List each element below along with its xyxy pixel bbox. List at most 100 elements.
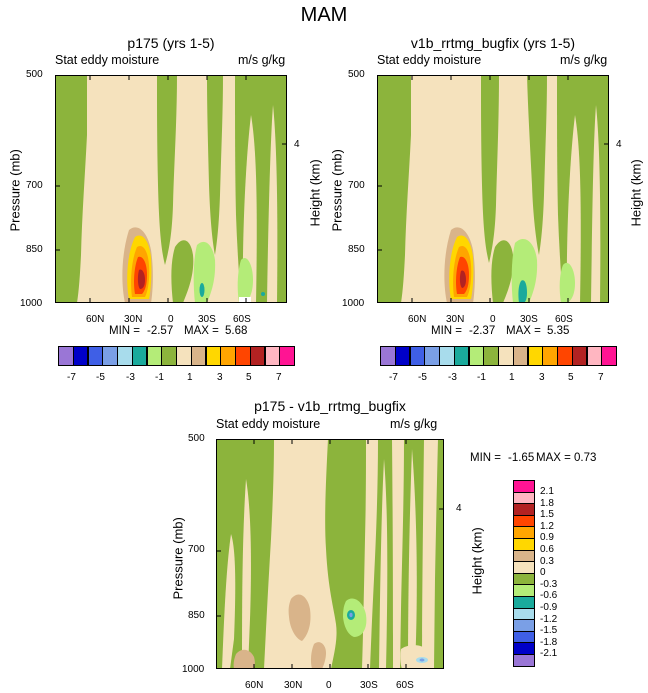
colorbar-cell — [394, 346, 411, 366]
colorbar-label: 0.3 — [540, 555, 554, 567]
panel2-units: m/s g/kg — [560, 53, 608, 67]
contour-fill — [157, 75, 177, 265]
contour-fill — [242, 479, 251, 669]
panel2-title: v1b_rrtmg_bugfix (yrs 1-5) — [410, 35, 576, 51]
contour-fill — [242, 115, 257, 303]
panel3-axes — [216, 439, 444, 669]
panel2-ytick: 500 — [348, 69, 365, 80]
colorbar-label: -7 — [67, 372, 76, 383]
panel2-xtick: 0 — [490, 314, 496, 325]
colorbar-cell — [557, 346, 573, 366]
colorbar-label: 5 — [246, 372, 252, 383]
panel1-ytick-right: 4 — [294, 139, 300, 150]
colorbar-label: -1 — [155, 372, 164, 383]
panel2-ytick: 700 — [348, 180, 365, 191]
panel2-axes — [377, 75, 609, 303]
colorbar-label: -3 — [448, 372, 457, 383]
colorbar-cell — [146, 346, 162, 366]
panel3-ytick: 850 — [188, 610, 205, 621]
colorbar-cell — [58, 346, 74, 366]
colorbar-label: 1.5 — [540, 509, 554, 521]
panel1-max-label: MAX = — [184, 325, 219, 337]
panel2-xtick: 60S — [555, 314, 573, 325]
colorbar-cell — [176, 346, 192, 366]
panel1-xtick: 60N — [86, 314, 105, 325]
panel3-ylabel-right: Height (km) — [469, 527, 485, 595]
panel2-max-label: MAX = — [506, 325, 541, 337]
panel2-min-value: -2.37 — [469, 325, 496, 337]
panel2-xtick: 30S — [520, 314, 538, 325]
panel3-min-value: -1.65 — [508, 452, 535, 464]
panel1-xtick: 0 — [168, 314, 174, 325]
panel1-ytick: 1000 — [20, 298, 43, 309]
colorbar-cell — [586, 346, 602, 366]
contour-fill — [377, 75, 411, 303]
colorbar-cell — [439, 346, 455, 366]
panel1-ytick: 500 — [26, 69, 43, 80]
colorbar-label: -5 — [96, 372, 105, 383]
contour-fill — [422, 439, 438, 669]
colorbar-label: 1 — [187, 372, 193, 383]
panel3-xtick: 60N — [245, 680, 264, 691]
panel3-ylabel: Pressure (mb) — [170, 517, 186, 600]
contour-fill — [559, 262, 575, 303]
colorbar-label: 1.8 — [540, 497, 554, 509]
panel3-ytick: 1000 — [182, 664, 205, 675]
contour-fill — [349, 612, 353, 618]
colorbar-cell — [380, 346, 396, 366]
panel2-ylabel: Pressure (mb) — [329, 149, 345, 232]
colorbar-cell — [279, 346, 295, 366]
contour-fill — [199, 283, 205, 297]
contour-fill — [419, 658, 425, 662]
colorbar-cell — [424, 346, 440, 366]
colorbar-label: -0.9 — [540, 602, 558, 613]
panel2-xtick: 30N — [446, 314, 465, 325]
panel1-xtick: 30N — [124, 314, 143, 325]
colorbar-label: -1.2 — [540, 613, 558, 625]
panel3-xtick: 0 — [326, 680, 332, 691]
panel3-xtick: 30S — [360, 680, 378, 691]
colorbar-cell — [117, 346, 133, 366]
panel3-variable: Stat eddy moisture — [216, 417, 321, 431]
colorbar-cell — [87, 346, 103, 366]
contour-fill — [379, 459, 388, 669]
panel3-xtick: 30N — [284, 680, 303, 691]
panel1-contour-plot — [55, 75, 287, 303]
panel1-ytick: 850 — [26, 244, 43, 255]
colorbar-label: -3 — [126, 372, 135, 383]
colorbar-cell — [190, 346, 207, 366]
panel3-ytick: 700 — [188, 544, 205, 555]
panel3-contour-plot — [216, 439, 444, 669]
panel1-ytick: 700 — [26, 180, 43, 191]
colorbar-label: 0 — [540, 567, 546, 579]
colorbar-label: -0.3 — [540, 578, 558, 590]
panel3-title: p175 - v1b_rrtmg_bugfix — [254, 398, 406, 414]
panel3-xtick: 60S — [396, 680, 414, 691]
colorbar-label: 0.6 — [540, 544, 554, 555]
colorbar-cell — [571, 346, 588, 366]
panel2-ylabel-right: Height (km) — [628, 159, 644, 227]
panel1-xtick: 60S — [233, 314, 251, 325]
colorbar-label: 7 — [598, 372, 604, 383]
contour-fill — [459, 270, 466, 288]
contour-fill — [267, 105, 278, 303]
contour-fill — [400, 645, 430, 669]
panel1-xtick: 30S — [198, 314, 216, 325]
contour-fill — [527, 75, 547, 255]
colorbar-cell — [235, 346, 251, 366]
contour-fill — [511, 239, 538, 303]
panel2-variable: Stat eddy moisture — [377, 53, 482, 67]
panel2-ytick-right: 4 — [616, 139, 622, 150]
colorbar-label: -5 — [418, 372, 427, 383]
contour-fill — [343, 598, 367, 637]
panel1-ylabel-right: Height (km) — [307, 159, 323, 227]
panel1-ylabel: Pressure (mb) — [7, 149, 23, 232]
colorbar-cell — [483, 346, 499, 366]
colorbar-cell — [542, 346, 558, 366]
colorbar-label: 3 — [217, 372, 223, 383]
contour-fill — [137, 269, 145, 289]
colorbar-cell — [409, 346, 425, 366]
contour-fill — [491, 240, 514, 303]
panel2-ytick: 850 — [348, 244, 365, 255]
contour-fill — [237, 257, 253, 303]
